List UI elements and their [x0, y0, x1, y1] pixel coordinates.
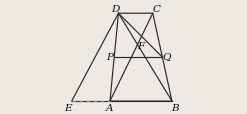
Text: B: B — [171, 103, 179, 112]
Text: F: F — [137, 42, 144, 51]
Text: Q: Q — [163, 52, 171, 61]
Text: A: A — [106, 103, 114, 112]
Text: P: P — [106, 52, 113, 61]
Text: C: C — [152, 5, 160, 14]
Text: E: E — [64, 103, 72, 112]
Text: D: D — [111, 5, 119, 14]
